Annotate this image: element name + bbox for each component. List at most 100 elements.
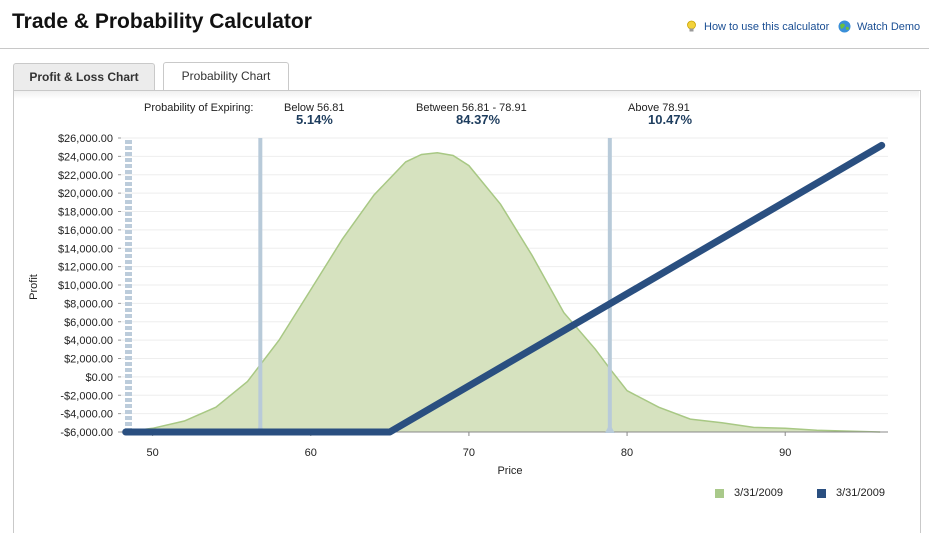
- y-tick-label: -$4,000.00: [60, 409, 113, 421]
- y-axis-dash: [125, 404, 132, 408]
- x-tick-label: 80: [621, 447, 633, 459]
- y-axis-dash: [125, 206, 132, 210]
- help-link-label: How to use this calculator: [704, 20, 830, 33]
- y-axis-dash: [125, 386, 132, 390]
- watch-demo-label: Watch Demo: [857, 20, 921, 33]
- y-axis-dash: [125, 398, 132, 402]
- y-axis-dash: [125, 344, 132, 348]
- x-tick-label: 70: [463, 447, 475, 459]
- y-axis-dash: [125, 188, 132, 192]
- y-axis-dash: [125, 350, 132, 354]
- y-tick-label: $0.00: [85, 372, 113, 384]
- y-axis-dash: [125, 254, 132, 258]
- distribution-area: [124, 152, 881, 432]
- y-axis-dash: [125, 236, 132, 240]
- y-tick-label: $18,000.00: [58, 207, 113, 219]
- between-value: 84.37%: [456, 112, 501, 127]
- x-tick-label: 90: [779, 447, 791, 459]
- y-axis-dash: [125, 338, 132, 342]
- y-axis-dash: [125, 416, 132, 420]
- globe-icon: [838, 20, 851, 33]
- y-tick-label: $4,000.00: [64, 335, 113, 347]
- y-axis-dash: [125, 290, 132, 294]
- y-axis-dash: [125, 152, 132, 156]
- y-axis-scrollbar[interactable]: [125, 140, 132, 432]
- y-axis-dash: [125, 326, 132, 330]
- watch-demo-link[interactable]: Watch Demo: [838, 20, 920, 33]
- legend-swatch-blue: [817, 488, 826, 498]
- below-value: 5.14%: [296, 112, 333, 127]
- y-axis-dash: [125, 200, 132, 204]
- panel-shade: [14, 91, 919, 99]
- y-axis-dash: [125, 302, 132, 306]
- y-tick-label: $8,000.00: [64, 298, 113, 310]
- y-axis-dash: [125, 266, 132, 270]
- y-axis-dash: [125, 320, 132, 324]
- tab-probability[interactable]: Probability Chart: [163, 62, 289, 91]
- legend-item-payoff: 3/31/2009: [817, 487, 885, 499]
- y-axis-dash: [125, 158, 132, 162]
- y-tick-label: -$6,000.00: [60, 427, 113, 439]
- y-axis-dash: [125, 314, 132, 318]
- y-axis-dash: [125, 182, 132, 186]
- legend-label-distribution: 3/31/2009: [734, 487, 783, 499]
- y-axis-dash: [125, 260, 132, 264]
- y-axis-dash: [125, 380, 132, 384]
- above-label: Above 78.91: [628, 102, 690, 114]
- y-axis-dash: [125, 308, 132, 312]
- upper-bound-marker[interactable]: [604, 138, 615, 433]
- y-axis-dash: [125, 422, 132, 426]
- above-value: 10.47%: [648, 112, 693, 127]
- x-axis-label: Price: [497, 465, 522, 477]
- y-axis-dash: [125, 362, 132, 366]
- y-tick-label: $14,000.00: [58, 243, 113, 255]
- y-axis-dash: [125, 212, 132, 216]
- probability-prefix: Probability of Expiring:: [144, 102, 254, 114]
- help-link[interactable]: How to use this calculator: [685, 20, 829, 33]
- y-tick-label: $24,000.00: [58, 151, 113, 163]
- distribution-line: [124, 151, 881, 433]
- lightbulb-icon: [687, 20, 696, 32]
- x-tick-label: 50: [147, 447, 159, 459]
- y-tick-label: $20,000.00: [58, 188, 113, 200]
- y-axis-dash: [125, 272, 132, 276]
- y-axis-dash: [125, 374, 132, 378]
- y-tick-label: $10,000.00: [58, 280, 113, 292]
- y-axis-dash: [125, 242, 132, 246]
- x-tick-label: 60: [305, 447, 317, 459]
- marker-handle: [604, 424, 615, 433]
- y-axis-label: Profit: [28, 274, 40, 300]
- y-axis-dash: [125, 224, 132, 228]
- y-axis-dash: [125, 176, 132, 180]
- y-axis-dash: [125, 332, 132, 336]
- y-tick-label: $16,000.00: [58, 225, 113, 237]
- y-axis-dash: [125, 356, 132, 360]
- y-axis-dash: [125, 140, 132, 144]
- y-tick-label: $12,000.00: [58, 262, 113, 274]
- y-tick-label: $6,000.00: [64, 317, 113, 329]
- legend-label-payoff: 3/31/2009: [836, 487, 885, 499]
- y-axis-dash: [125, 146, 132, 150]
- y-tick-label: -$2,000.00: [60, 390, 113, 402]
- y-tick-label: $22,000.00: [58, 170, 113, 182]
- y-tick-label: $2,000.00: [64, 354, 113, 366]
- y-axis-dash: [125, 368, 132, 372]
- y-axis-dash: [125, 248, 132, 252]
- y-axis-dash: [125, 194, 132, 198]
- legend-swatch-green: [715, 488, 724, 498]
- between-label: Between 56.81 - 78.91: [416, 102, 527, 114]
- payoff-line: [122, 141, 886, 436]
- y-axis-dash: [125, 410, 132, 414]
- y-axis-dash: [125, 278, 132, 282]
- y-axis-dash: [125, 218, 132, 222]
- y-tick-label: $26,000.00: [58, 133, 113, 145]
- y-axis-dash: [125, 392, 132, 396]
- below-label: Below 56.81: [284, 102, 345, 114]
- legend-item-distribution: 3/31/2009: [715, 487, 783, 499]
- y-axis-dash: [125, 170, 132, 174]
- page-title: Trade & Probability Calculator: [12, 10, 312, 33]
- header-bar: Trade & Probability Calculator How to us…: [0, 0, 929, 49]
- tab-profit-loss[interactable]: Profit & Loss Chart: [13, 63, 155, 90]
- y-axis-dash: [125, 284, 132, 288]
